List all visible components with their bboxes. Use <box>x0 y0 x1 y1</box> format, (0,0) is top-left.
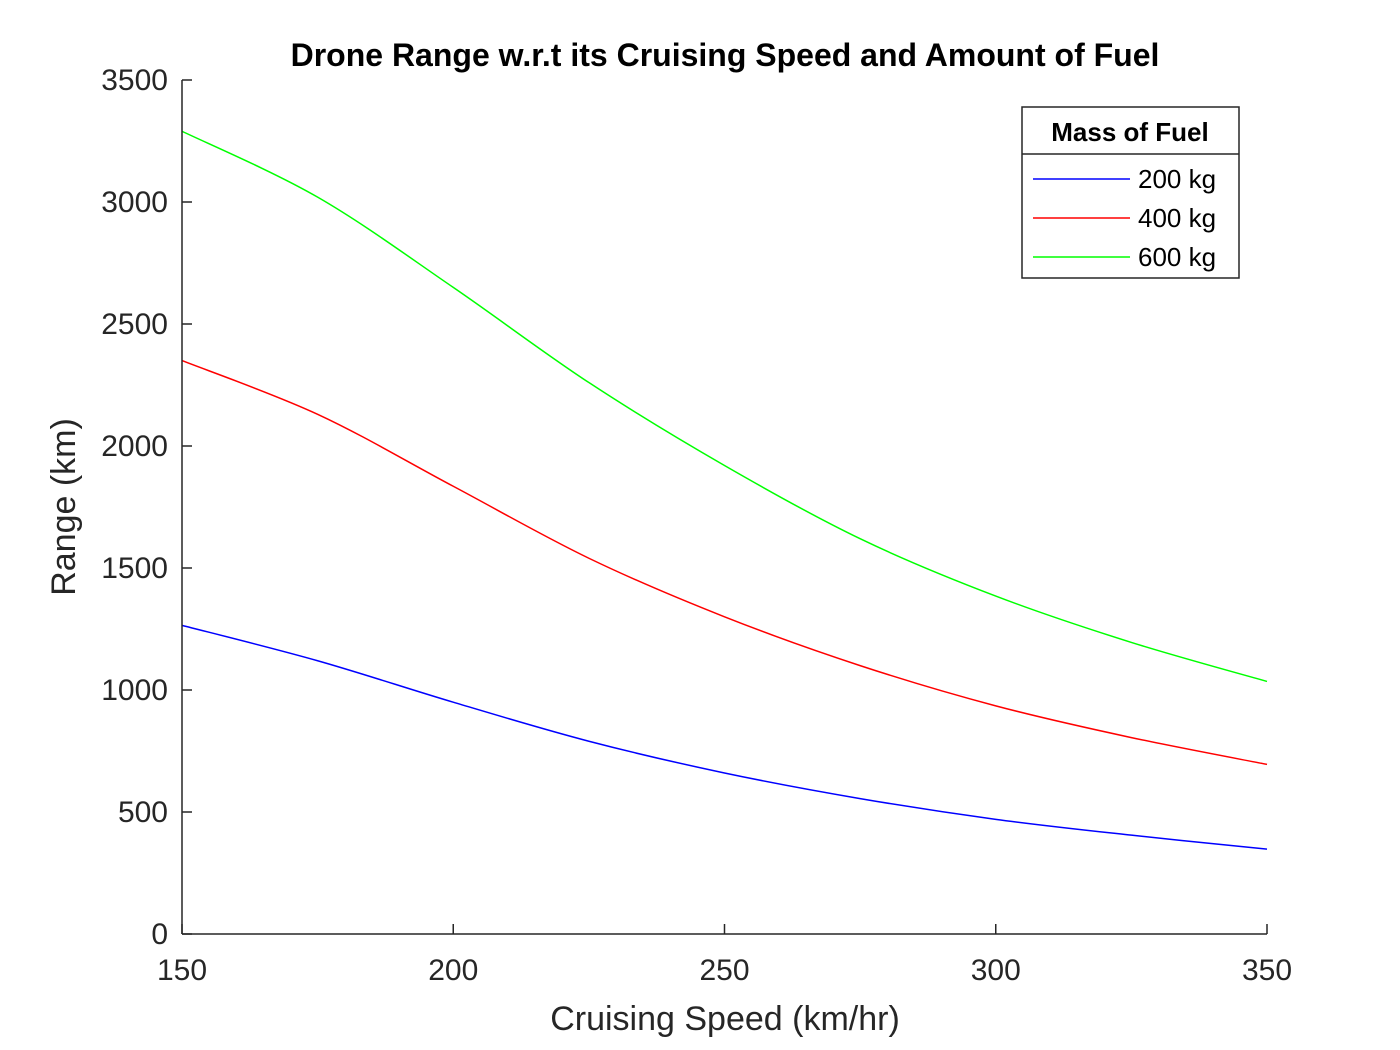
y-tick-label: 500 <box>118 796 168 829</box>
legend-label: 200 kg <box>1138 164 1216 194</box>
x-tick-label: 300 <box>971 954 1021 987</box>
chart-title: Drone Range w.r.t its Cruising Speed and… <box>291 37 1160 73</box>
legend-label: 400 kg <box>1138 203 1216 233</box>
y-tick-label: 3000 <box>101 186 168 219</box>
series-line-400-kg <box>181 359 1268 766</box>
y-tick-label: 2000 <box>101 430 168 463</box>
plot-area <box>181 130 1268 850</box>
x-tick-label: 350 <box>1242 954 1292 987</box>
legend-title: Mass of Fuel <box>1051 117 1208 147</box>
x-tick-label: 250 <box>699 954 749 987</box>
axes: 150 200 250 300 3500500100015002000250030003… <box>101 64 1292 987</box>
legend-box <box>1021 106 1240 279</box>
y-tick-label: 1000 <box>101 674 168 707</box>
x-axis-label: Cruising Speed (km/hr) <box>550 1000 900 1038</box>
y-axis-label: Range (km) <box>45 418 83 596</box>
x-tick-label: 200 <box>428 954 478 987</box>
y-tick-label: 2500 <box>101 308 168 341</box>
y-tick-label: 0 <box>151 918 168 951</box>
y-tick-label: 3500 <box>101 64 168 97</box>
x-tick-label: 150 <box>157 954 207 987</box>
y-tick-label: 1500 <box>101 552 168 585</box>
legend-label: 600 kg <box>1138 242 1216 272</box>
legend-entries: 200 kg 400 kg 600 kg <box>1033 164 1216 272</box>
series-line-600-kg <box>181 130 1268 683</box>
legend: Mass of Fuel 200 kg 400 kg 600 kg <box>1021 106 1240 279</box>
series-line-200-kg <box>181 624 1268 850</box>
